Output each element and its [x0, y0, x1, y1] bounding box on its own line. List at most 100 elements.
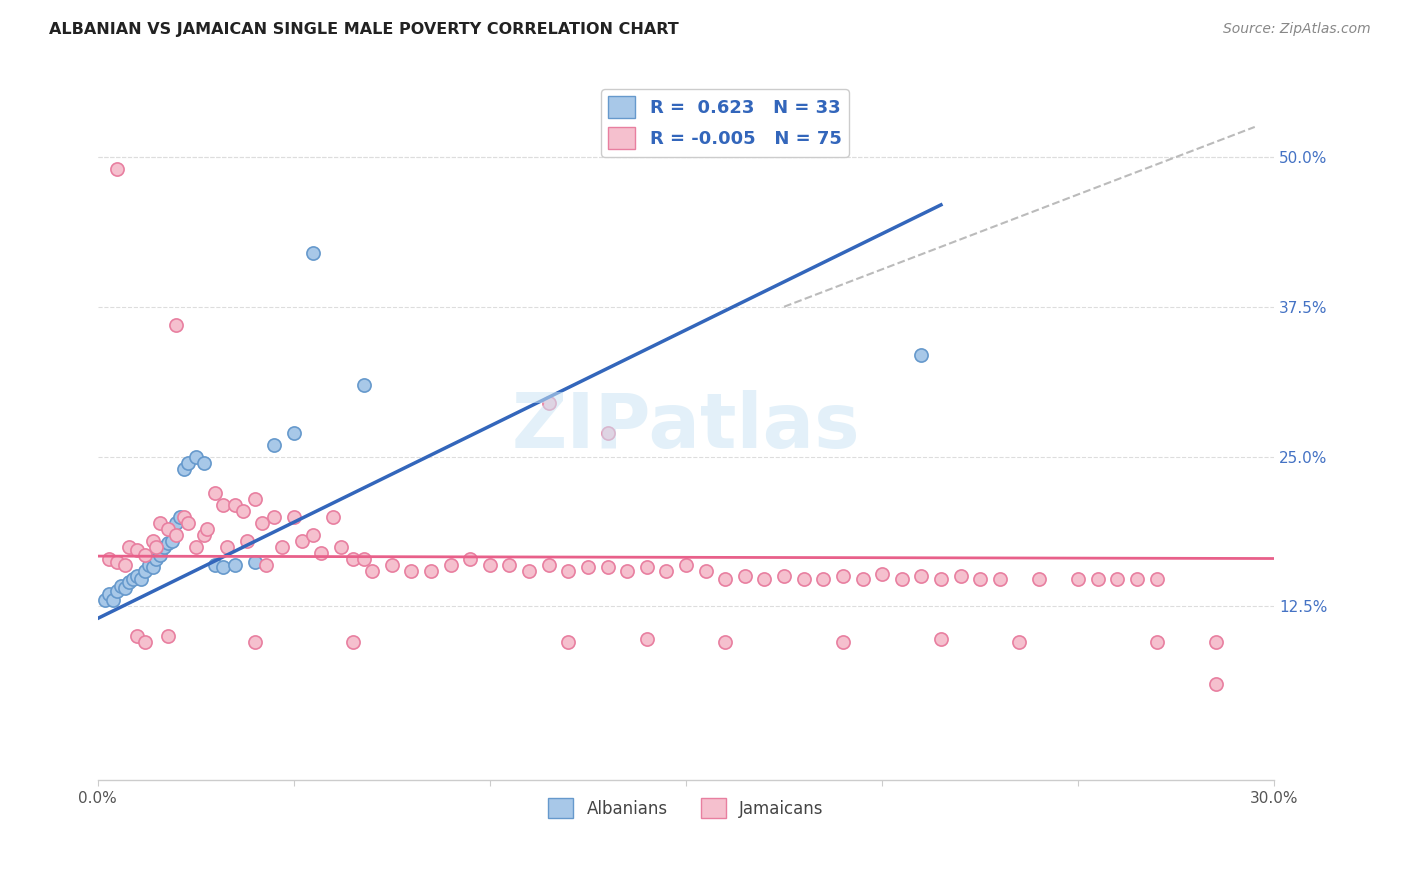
Point [1205, 635, 1227, 649]
Point [576, 560, 599, 574]
Point [1126, 572, 1149, 586]
Point [420, 564, 443, 578]
Point [212, 560, 235, 574]
Point [361, 564, 384, 578]
Point [125, 629, 148, 643]
Point [929, 572, 952, 586]
Point [224, 558, 246, 572]
Point [832, 569, 855, 583]
Point [596, 560, 619, 574]
Point [122, 572, 145, 586]
Point [125, 543, 148, 558]
Point [235, 533, 257, 548]
Point [1008, 635, 1031, 649]
Point [1067, 572, 1090, 586]
Point [655, 564, 678, 578]
Point [1028, 572, 1050, 586]
Point [401, 564, 423, 578]
Point [160, 533, 183, 548]
Point [263, 509, 285, 524]
Point [832, 635, 855, 649]
Point [254, 558, 277, 572]
Point [165, 527, 187, 541]
Point [98, 551, 121, 566]
Point [118, 540, 141, 554]
Point [714, 635, 737, 649]
Point [283, 425, 305, 440]
Point [537, 395, 560, 409]
Point [149, 516, 172, 530]
Point [353, 377, 375, 392]
Point [910, 348, 932, 362]
Point [773, 569, 796, 583]
Point [193, 456, 215, 470]
Point [283, 509, 305, 524]
Point [557, 635, 579, 649]
Point [252, 516, 274, 530]
Point [291, 533, 314, 548]
Point [309, 545, 332, 559]
Point [498, 558, 520, 572]
Point [184, 450, 207, 464]
Point [478, 558, 501, 572]
Point [134, 564, 156, 578]
Point [910, 569, 932, 583]
Point [105, 161, 128, 176]
Text: ALBANIAN VS JAMAICAN SINGLE MALE POVERTY CORRELATION CHART: ALBANIAN VS JAMAICAN SINGLE MALE POVERTY… [49, 22, 679, 37]
Point [1087, 572, 1109, 586]
Point [322, 509, 344, 524]
Point [157, 522, 180, 536]
Point [105, 583, 128, 598]
Point [342, 635, 364, 649]
Point [177, 456, 200, 470]
Point [458, 551, 481, 566]
Point [169, 509, 191, 524]
Point [212, 498, 235, 512]
Point [173, 509, 195, 524]
Point [793, 572, 815, 586]
Point [929, 632, 952, 646]
Point [165, 516, 187, 530]
Point [596, 425, 619, 440]
Point [114, 582, 136, 596]
Point [243, 555, 266, 569]
Point [271, 540, 294, 554]
Point [557, 564, 579, 578]
Point [145, 551, 167, 566]
Point [125, 569, 148, 583]
Point [969, 572, 991, 586]
Legend: Albanians, Jamaicans: Albanians, Jamaicans [541, 791, 831, 825]
Point [204, 485, 226, 500]
Point [157, 536, 180, 550]
Point [197, 522, 219, 536]
Point [118, 575, 141, 590]
Point [110, 579, 132, 593]
Point [232, 503, 254, 517]
Point [103, 593, 125, 607]
Text: Source: ZipAtlas.com: Source: ZipAtlas.com [1223, 22, 1371, 37]
Point [517, 564, 540, 578]
Point [217, 540, 239, 554]
Point [381, 558, 404, 572]
Point [1107, 572, 1129, 586]
Point [988, 572, 1011, 586]
Point [193, 527, 215, 541]
Point [813, 572, 835, 586]
Point [329, 540, 352, 554]
Point [243, 491, 266, 506]
Point [129, 572, 152, 586]
Point [675, 558, 697, 572]
Point [134, 635, 156, 649]
Point [134, 548, 156, 562]
Point [1205, 677, 1227, 691]
Point [263, 437, 285, 451]
Point [1146, 572, 1168, 586]
Point [145, 540, 167, 554]
Point [243, 635, 266, 649]
Point [342, 551, 364, 566]
Point [149, 548, 172, 562]
Point [302, 527, 325, 541]
Point [153, 540, 176, 554]
Point [714, 572, 737, 586]
Point [636, 560, 658, 574]
